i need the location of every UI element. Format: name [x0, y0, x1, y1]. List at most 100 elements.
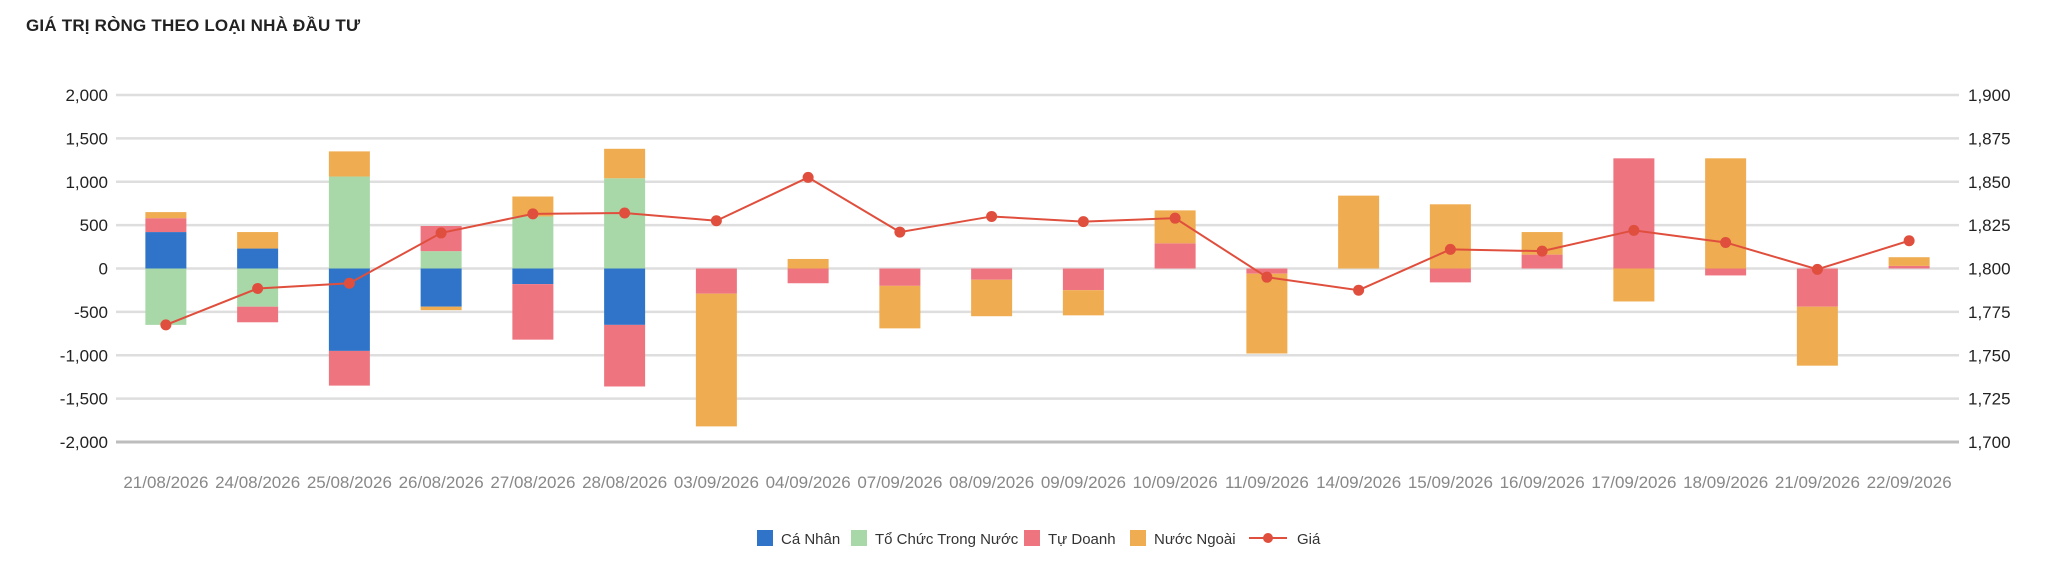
right-axis-tick-label: 1,700 [1968, 433, 2011, 452]
x-axis-tick-label: 27/08/2026 [490, 473, 575, 492]
x-axis-tick-label: 16/09/2026 [1500, 473, 1585, 492]
legend-label: Tự Doanh [1048, 531, 1116, 548]
legend-item[interactable]: Tổ Chức Trong Nước [851, 530, 1019, 548]
bar-segment [237, 232, 279, 249]
chart-title: GIÁ TRỊ RÒNG THEO LOẠI NHÀ ĐẦU TƯ [26, 16, 361, 35]
right-axis-tick-label: 1,825 [1968, 216, 2011, 235]
left-axis-tick-label: -1,500 [60, 390, 108, 409]
price-point [802, 171, 814, 183]
grid-lines [116, 93, 1959, 444]
x-axis-tick-label: 15/09/2026 [1408, 473, 1493, 492]
legend-item[interactable]: Cá Nhân [757, 530, 840, 548]
bar-segment [145, 232, 187, 269]
x-axis-tick-label: 03/09/2026 [674, 473, 759, 492]
bar-segment [328, 151, 370, 177]
bar-segment [145, 212, 187, 219]
bar-segment [328, 350, 370, 386]
left-axis-tick-label: -2,000 [60, 433, 108, 452]
legend: Cá Nhân Tổ Chức Trong Nước Tự Doanh Nước Ng… [757, 530, 1321, 548]
x-axis-tick-label: 21/09/2026 [1775, 473, 1860, 492]
left-axis-tick-label: -500 [74, 303, 108, 322]
legend-item[interactable]: Giá [1249, 531, 1321, 548]
bar-segment [237, 306, 279, 323]
x-axis-tick-label: 04/09/2026 [766, 473, 851, 492]
bar-segment [1521, 254, 1563, 269]
right-axis-tick-label: 1,800 [1968, 260, 2011, 279]
left-axis-tick-label: 1,000 [65, 173, 108, 192]
bar-segment [1705, 268, 1747, 276]
right-axis-tick-label: 1,725 [1968, 390, 2011, 409]
bar-segment [604, 148, 646, 179]
x-axis-tick-label: 07/09/2026 [857, 473, 942, 492]
x-axis-tick-label: 24/08/2026 [215, 473, 300, 492]
price-point [710, 215, 722, 227]
bar-segment [512, 284, 554, 340]
bar-segment [1705, 158, 1747, 269]
bar-segment [879, 285, 921, 329]
bar-segment [420, 251, 462, 269]
bar-segment [1246, 268, 1288, 274]
x-axis-tick-label: 11/09/2026 [1225, 473, 1309, 492]
legend-item[interactable]: Tự Doanh [1024, 530, 1116, 548]
legend-label: Tổ Chức Trong Nước [875, 531, 1019, 548]
bar-segment [1062, 290, 1104, 316]
price-point [435, 227, 447, 239]
bar-segment [328, 176, 370, 269]
x-axis-tick-label: 09/09/2026 [1041, 473, 1126, 492]
left-axis-ticks: -2,000 -1,500 -1,000 -500 0 500 1,000 1,500 2,00… [60, 86, 108, 452]
x-axis-ticks: 21/08/2026 24/08/2026 25/08/2026 26/08/2026… [123, 473, 1951, 492]
price-point [1628, 224, 1640, 236]
left-axis-tick-label: 0 [99, 260, 108, 279]
price-point [252, 282, 264, 294]
bar-segment [971, 268, 1013, 280]
bar-segment [145, 268, 187, 325]
price-point [1353, 284, 1365, 296]
x-axis-tick-label: 08/09/2026 [949, 473, 1034, 492]
right-axis-tick-label: 1,900 [1968, 86, 2011, 105]
bar-segment [420, 268, 462, 307]
price-point [343, 277, 355, 289]
x-axis-tick-label: 18/09/2026 [1683, 473, 1768, 492]
bar-segment [420, 306, 462, 311]
bar-segment [604, 324, 646, 387]
price-point [527, 208, 539, 220]
bar-segment [237, 248, 279, 269]
bar-segment [1338, 195, 1380, 269]
bar-segment [604, 268, 646, 325]
bar-series [145, 148, 1930, 427]
bar-segment [1796, 306, 1838, 366]
x-axis-tick-label: 21/08/2026 [123, 473, 208, 492]
legend-swatch [757, 530, 773, 546]
price-point [1720, 236, 1732, 248]
price-line-series [160, 171, 1915, 331]
left-axis-tick-label: 2,000 [65, 86, 108, 105]
price-point [894, 226, 906, 238]
legend-swatch [851, 530, 867, 546]
right-axis-tick-label: 1,875 [1968, 129, 2011, 148]
bar-segment [1246, 273, 1288, 354]
right-axis-ticks: 1,700 1,725 1,750 1,775 1,800 1,825 1,850 1,875… [1968, 86, 2011, 452]
x-axis-tick-label: 14/09/2026 [1316, 473, 1401, 492]
legend-point-marker [1263, 533, 1273, 543]
right-axis-tick-label: 1,775 [1968, 303, 2011, 322]
x-axis-tick-label: 10/09/2026 [1133, 473, 1218, 492]
bar-segment [1062, 268, 1104, 291]
bar-segment [512, 268, 554, 285]
legend-label: Giá [1297, 531, 1321, 548]
legend-item[interactable]: Nước Ngoài [1130, 530, 1236, 548]
bar-segment [879, 268, 921, 286]
price-point [1169, 212, 1181, 224]
price-point [1811, 263, 1823, 275]
legend-swatch [1130, 530, 1146, 546]
price-point [1903, 235, 1915, 247]
price-point [1444, 243, 1456, 255]
bar-segment [1154, 243, 1196, 269]
bar-segment [1429, 268, 1471, 283]
right-axis-tick-label: 1,750 [1968, 346, 2011, 365]
price-line [165, 176, 1910, 326]
legend-label: Cá Nhân [781, 531, 840, 548]
left-axis-tick-label: -1,000 [60, 346, 108, 365]
bar-segment [1888, 265, 1930, 269]
legend-swatch [1024, 530, 1040, 546]
bar-segment [145, 218, 187, 233]
